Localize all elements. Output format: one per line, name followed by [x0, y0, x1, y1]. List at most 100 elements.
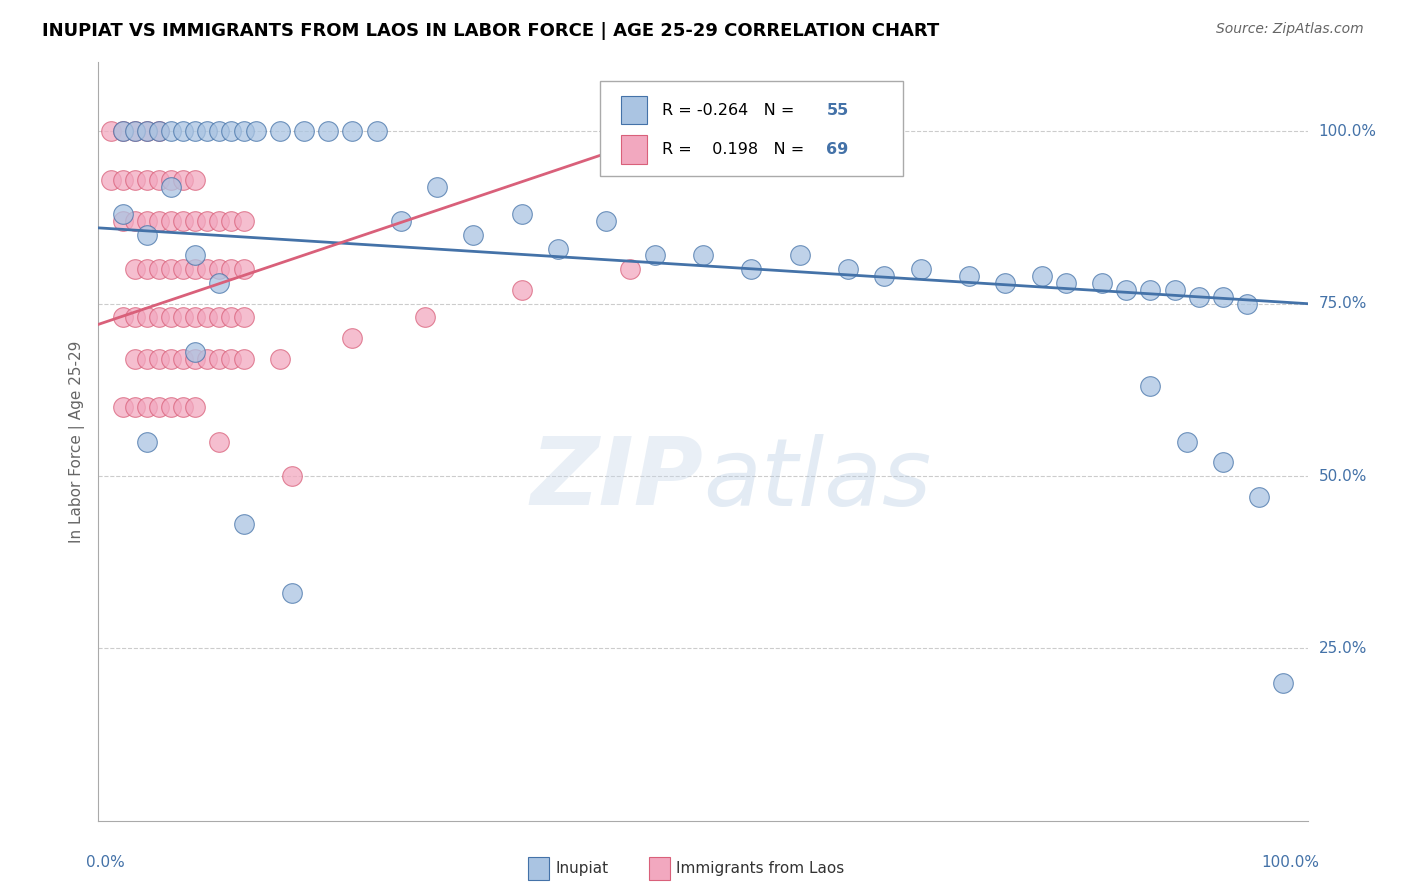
- Point: [135, 400, 157, 414]
- Point: [135, 227, 157, 242]
- Point: [1249, 490, 1271, 504]
- Point: [221, 124, 243, 138]
- Point: [148, 262, 170, 277]
- Point: [1175, 434, 1198, 449]
- Point: [160, 262, 183, 277]
- Point: [111, 207, 134, 221]
- Point: [184, 172, 207, 186]
- Bar: [621, 95, 647, 124]
- Point: [595, 214, 617, 228]
- Point: [160, 172, 183, 186]
- Point: [232, 310, 254, 325]
- Point: [208, 214, 231, 228]
- Point: [208, 262, 231, 277]
- Bar: [621, 135, 647, 163]
- Point: [160, 400, 183, 414]
- Point: [221, 351, 243, 366]
- Point: [184, 400, 207, 414]
- Point: [342, 124, 364, 138]
- Text: 50.0%: 50.0%: [1319, 468, 1367, 483]
- Text: Immigrants from Laos: Immigrants from Laos: [676, 861, 845, 876]
- Point: [910, 262, 932, 277]
- Point: [316, 124, 339, 138]
- Point: [148, 310, 170, 325]
- Point: [510, 207, 533, 221]
- Point: [124, 124, 146, 138]
- Point: [172, 310, 194, 325]
- Point: [195, 310, 218, 325]
- Point: [1272, 675, 1295, 690]
- Text: atlas: atlas: [703, 434, 931, 525]
- Point: [221, 310, 243, 325]
- Point: [547, 242, 569, 256]
- Point: [269, 124, 291, 138]
- Point: [148, 351, 170, 366]
- Point: [111, 400, 134, 414]
- Point: [184, 124, 207, 138]
- Text: R = -0.264   N =: R = -0.264 N =: [662, 103, 800, 118]
- Point: [619, 262, 641, 277]
- Point: [1031, 269, 1053, 284]
- Point: [957, 269, 980, 284]
- Point: [148, 400, 170, 414]
- Point: [184, 248, 207, 262]
- Point: [184, 345, 207, 359]
- Point: [232, 517, 254, 532]
- Point: [172, 172, 194, 186]
- Point: [135, 310, 157, 325]
- Text: 55: 55: [827, 103, 849, 118]
- Point: [232, 214, 254, 228]
- Point: [160, 124, 183, 138]
- Point: [692, 248, 714, 262]
- Point: [111, 124, 134, 138]
- Point: [1054, 276, 1077, 290]
- Point: [1188, 290, 1211, 304]
- Point: [195, 351, 218, 366]
- Point: [413, 310, 436, 325]
- Point: [789, 248, 811, 262]
- Point: [1139, 379, 1161, 393]
- Point: [135, 214, 157, 228]
- Point: [1236, 296, 1258, 310]
- Point: [740, 262, 762, 277]
- Point: [208, 310, 231, 325]
- Point: [100, 172, 122, 186]
- Point: [172, 124, 194, 138]
- Text: Inupiat: Inupiat: [555, 861, 609, 876]
- Point: [184, 214, 207, 228]
- Point: [232, 262, 254, 277]
- Point: [366, 124, 388, 138]
- Point: [184, 351, 207, 366]
- Point: [124, 214, 146, 228]
- Point: [148, 124, 170, 138]
- Point: [221, 262, 243, 277]
- Text: R =    0.198   N =: R = 0.198 N =: [662, 142, 810, 157]
- Point: [184, 262, 207, 277]
- Y-axis label: In Labor Force | Age 25-29: In Labor Force | Age 25-29: [69, 341, 84, 542]
- FancyBboxPatch shape: [600, 81, 903, 177]
- Point: [208, 124, 231, 138]
- Point: [172, 262, 194, 277]
- Point: [135, 124, 157, 138]
- Point: [1212, 455, 1234, 469]
- Point: [160, 179, 183, 194]
- Point: [1115, 283, 1137, 297]
- Point: [208, 276, 231, 290]
- Point: [124, 310, 146, 325]
- Point: [124, 262, 146, 277]
- Text: 100.0%: 100.0%: [1319, 124, 1376, 139]
- Point: [148, 124, 170, 138]
- Point: [172, 214, 194, 228]
- Point: [245, 124, 267, 138]
- Point: [111, 214, 134, 228]
- Text: ZIP: ZIP: [530, 434, 703, 525]
- Point: [111, 310, 134, 325]
- Point: [160, 351, 183, 366]
- Point: [1139, 283, 1161, 297]
- Point: [221, 214, 243, 228]
- Point: [208, 351, 231, 366]
- Point: [269, 351, 291, 366]
- Point: [135, 351, 157, 366]
- Point: [124, 172, 146, 186]
- Point: [124, 400, 146, 414]
